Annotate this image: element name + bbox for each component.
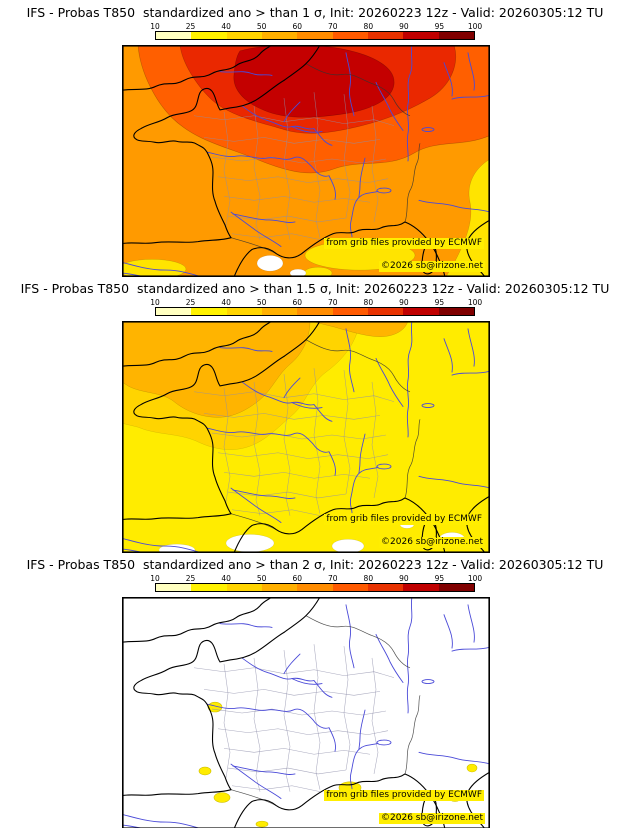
colorbar-tick-label: 90: [399, 298, 409, 307]
colorbar-segment: [367, 584, 404, 591]
colorbar-segment: [191, 308, 227, 315]
colorbar-tick-label: 25: [185, 574, 196, 583]
colorbar-tick-label: 70: [327, 22, 338, 31]
colorbar-tick-label: 100: [467, 298, 483, 307]
colorbar-segment: [438, 308, 474, 315]
colorbar-tick-label: 80: [363, 22, 374, 31]
colorbar-tick-label: 40: [221, 574, 231, 583]
colorbar-tick-label: 95: [434, 22, 445, 31]
colorbar-segment: [403, 584, 439, 591]
colorbar-tick-label: 60: [292, 22, 302, 31]
colorbar-segment: [261, 32, 298, 39]
colorbar-segment: [297, 32, 333, 39]
colorbar-tick-label: 25: [185, 298, 196, 307]
colorbar-segment: [156, 32, 192, 39]
colorbar-tick-label: 60: [292, 298, 302, 307]
colorbar-tick-label: 10: [150, 574, 160, 583]
copyright-text: ©2026 sb@irizone.net: [379, 537, 485, 548]
colorbar: 10 25 40 50 60 70 80 90 95 100: [150, 298, 482, 319]
colorbar-tick-label: 25: [185, 22, 196, 31]
colorbar-tick-label: 40: [221, 298, 231, 307]
colorbar-segment: [332, 32, 368, 39]
colorbar-tick-label: 60: [292, 574, 302, 583]
colorbar-segment: [332, 308, 368, 315]
colorbar-segment: [297, 308, 333, 315]
map-1p5sigma: from grib files provided by ECMWF ©2026 …: [122, 321, 490, 553]
colorbar-segment: [261, 584, 298, 591]
colorbar-segment: [297, 584, 333, 591]
map-1sigma: from grib files provided by ECMWF ©2026 …: [122, 45, 490, 277]
map-2sigma: from grib files provided by ECMWF ©2026 …: [122, 597, 490, 828]
colorbar-segment: [367, 32, 404, 39]
colorbar-tick-label: 10: [150, 298, 160, 307]
colorbar-segment: [261, 308, 298, 315]
panel-1sigma: IFS - Probas T850 standardized ano > tha…: [0, 0, 630, 277]
copyright-text: ©2026 sb@irizone.net: [379, 261, 485, 272]
attribution-text: from grib files provided by ECMWF: [324, 790, 484, 801]
colorbar-tick-label: 50: [256, 298, 267, 307]
colorbar-segment: [438, 32, 474, 39]
colorbar-segment: [438, 584, 474, 591]
colorbar-segment: [191, 32, 227, 39]
colorbar: 10 25 40 50 60 70 80 90 95 100: [150, 22, 482, 43]
colorbar-segment: [332, 584, 368, 591]
copyright-text: ©2026 sb@irizone.net: [379, 813, 485, 824]
colorbar-tick-label: 80: [363, 298, 374, 307]
colorbar-tick-label: 90: [399, 574, 409, 583]
colorbar-segment: [191, 584, 227, 591]
colorbar-segment: [156, 308, 192, 315]
colorbar-segment: [403, 308, 439, 315]
colorbar-segment: [226, 32, 262, 39]
panel-1p5sigma: IFS - Probas T850 standardized ano > tha…: [0, 276, 630, 553]
colorbar-tick-label: 90: [399, 22, 409, 31]
colorbar-tick-label: 50: [256, 574, 267, 583]
panel-title: IFS - Probas T850 standardized ano > tha…: [26, 557, 604, 572]
colorbar-tick-label: 70: [327, 574, 338, 583]
attribution-text: from grib files provided by ECMWF: [324, 514, 484, 525]
colorbar-segment: [226, 308, 262, 315]
panel-title: IFS - Probas T850 standardized ano > tha…: [26, 5, 604, 20]
colorbar-segment: [156, 584, 192, 591]
panel-2sigma: IFS - Probas T850 standardized ano > tha…: [0, 552, 630, 828]
colorbar-tick-label: 100: [467, 574, 483, 583]
attribution-text: from grib files provided by ECMWF: [324, 238, 484, 249]
colorbar-tick-label: 100: [467, 22, 483, 31]
map-svg: [122, 597, 490, 828]
colorbar-tick-label: 80: [363, 574, 374, 583]
colorbar-tick-label: 40: [221, 22, 231, 31]
colorbar-tick-label: 95: [434, 574, 445, 583]
colorbar: 10 25 40 50 60 70 80 90 95 100: [150, 574, 482, 595]
colorbar-segment: [226, 584, 262, 591]
colorbar-tick-label: 95: [434, 298, 445, 307]
colorbar-segment: [367, 308, 404, 315]
colorbar-tick-label: 10: [150, 22, 160, 31]
panel-title: IFS - Probas T850 standardized ano > tha…: [20, 281, 610, 296]
colorbar-tick-label: 50: [256, 22, 267, 31]
colorbar-tick-label: 70: [327, 298, 338, 307]
colorbar-segment: [403, 32, 439, 39]
